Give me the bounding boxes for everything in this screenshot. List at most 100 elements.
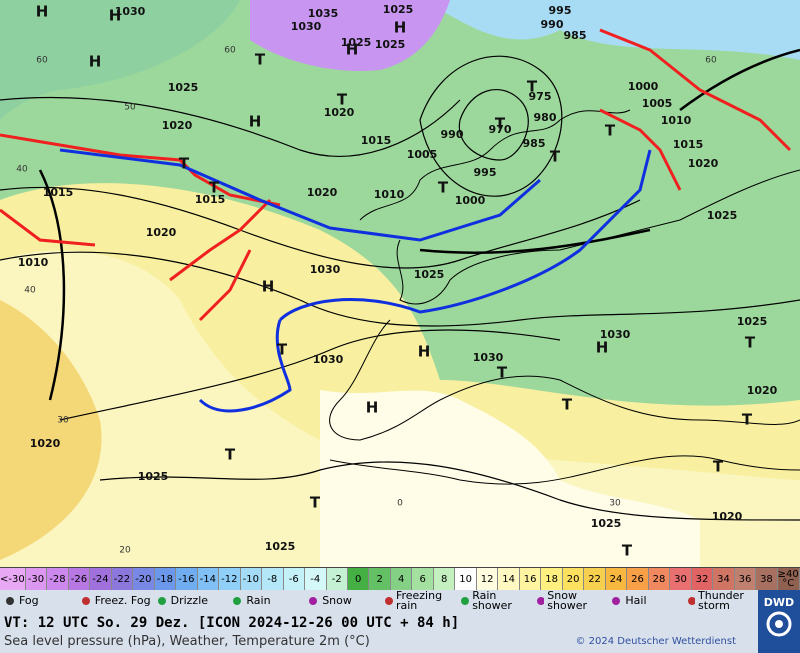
pressure-center: H bbox=[596, 339, 609, 357]
pressure-label: 1005 bbox=[407, 148, 438, 161]
legend-item: Freezing rain bbox=[379, 590, 455, 612]
pressure-label: 985 bbox=[564, 29, 587, 42]
scale-cell: -24 bbox=[90, 568, 112, 590]
pressure-center: T bbox=[497, 364, 508, 382]
icon-shape bbox=[536, 597, 545, 605]
pressure-label: 1030 bbox=[313, 353, 344, 366]
grid-label: 40 bbox=[24, 286, 36, 296]
icon-shape bbox=[6, 597, 14, 605]
grid-label: 60 bbox=[36, 56, 48, 66]
description: Sea level pressure (hPa), Weather, Tempe… bbox=[4, 634, 370, 649]
pressure-label: 970 bbox=[489, 123, 512, 136]
pressure-label: 1015 bbox=[361, 134, 392, 147]
legend-icon bbox=[688, 597, 696, 605]
scale-cell: 6 bbox=[412, 568, 434, 590]
icon-shape bbox=[460, 597, 469, 605]
pressure-label: 1020 bbox=[688, 157, 719, 170]
pressure-label: 1020 bbox=[307, 186, 338, 199]
pressure-label: 1025 bbox=[414, 268, 445, 281]
pressure-label: 995 bbox=[549, 4, 572, 17]
legend-label: Thunder storm bbox=[698, 589, 744, 612]
scale-cell: -22 bbox=[111, 568, 134, 590]
pressure-label: 1020 bbox=[712, 510, 743, 523]
grid-label: 50 bbox=[124, 103, 136, 113]
pressure-label: 1025 bbox=[265, 540, 296, 553]
icon-shape bbox=[233, 597, 242, 605]
cold-front bbox=[198, 319, 292, 413]
scale-cell: 12 bbox=[476, 568, 499, 590]
pressure-label: 1025 bbox=[375, 38, 406, 51]
cold-zone bbox=[0, 0, 240, 120]
pressure-label: 1030 bbox=[115, 5, 146, 18]
pressure-label: 1010 bbox=[661, 114, 692, 127]
pressure-center: T bbox=[337, 91, 348, 109]
pressure-center: H bbox=[249, 113, 262, 131]
pressure-label: 1035 bbox=[308, 7, 339, 20]
legend-label: Hail bbox=[625, 594, 647, 607]
pressure-center: H bbox=[418, 343, 431, 361]
scale-cell: -26 bbox=[68, 568, 91, 590]
pressure-center: T bbox=[742, 411, 753, 429]
grid-label: 60 bbox=[705, 56, 717, 66]
pressure-center: T bbox=[713, 458, 724, 476]
desert-zone bbox=[320, 390, 700, 567]
pressure-label: 1025 bbox=[591, 517, 622, 530]
logo-text: DWD bbox=[763, 596, 795, 609]
temperature-scale: <-30 -30 -28 -26 -24 -22 -20 -18 -16 -14 -12 -10 -8-… bbox=[0, 567, 800, 591]
legend-label: Snow bbox=[322, 594, 352, 607]
pressure-label: 1010 bbox=[18, 256, 49, 269]
scale-cell: -30 bbox=[25, 568, 48, 590]
legend-icon bbox=[536, 597, 545, 605]
scale-cell: 16 bbox=[519, 568, 542, 590]
scale-cell: 0 bbox=[347, 568, 370, 590]
weather-legend: Fog Freez. Fog Drizzle Rain Snow Freezing rai… bbox=[0, 590, 758, 613]
pressure-label: 1005 bbox=[642, 97, 673, 110]
pressure-label: 1015 bbox=[195, 193, 226, 206]
grid-label: 30 bbox=[57, 416, 69, 426]
grid-label: 0 bbox=[397, 499, 403, 509]
scale-cell: 22 bbox=[584, 568, 606, 590]
scale-cell: -14 bbox=[197, 568, 220, 590]
footer: VT: 12 UTC So. 29 Dez. [ICON 2024-12-26 … bbox=[0, 612, 758, 653]
pressure-center: T bbox=[209, 179, 220, 197]
copyright: © 2024 Deutscher Wetterdienst bbox=[575, 636, 736, 647]
legend-label: Freezing rain bbox=[395, 589, 443, 612]
legend-item: Freez. Fog bbox=[76, 590, 152, 612]
pressure-label: 1020 bbox=[324, 106, 355, 119]
legend-icon bbox=[460, 597, 469, 605]
pressure-label: 985 bbox=[523, 137, 546, 150]
logo-icon bbox=[766, 611, 792, 637]
pressure-label: 995 bbox=[474, 166, 497, 179]
coastlines bbox=[329, 109, 800, 485]
legend-icon bbox=[612, 597, 621, 605]
legend-icon bbox=[6, 597, 14, 605]
pressure-label: 1020 bbox=[30, 437, 61, 450]
pressure-center: T bbox=[562, 396, 573, 414]
cold-front bbox=[278, 149, 652, 322]
legend-item: Hail bbox=[606, 590, 682, 612]
legend-label: Rain bbox=[246, 594, 271, 607]
grid-label: 40 bbox=[16, 165, 28, 175]
pressure-label: 1025 bbox=[383, 3, 414, 16]
scale-cell: -28 bbox=[47, 568, 69, 590]
legend-icon bbox=[233, 597, 242, 605]
legend-item: Fog bbox=[0, 590, 76, 612]
pressure-label: 1020 bbox=[162, 119, 193, 132]
pressure-center: T bbox=[438, 179, 449, 197]
legend-item: Rain bbox=[227, 590, 303, 612]
pressure-center: T bbox=[310, 494, 321, 512]
warm-front bbox=[198, 249, 252, 322]
legend-icon bbox=[309, 597, 318, 605]
scale-cell: -4 bbox=[305, 568, 327, 590]
legend-label: Rain shower bbox=[472, 589, 512, 612]
scale-cell: 24 bbox=[605, 568, 628, 590]
pressure-center: T bbox=[550, 148, 561, 166]
warm-front bbox=[0, 208, 96, 247]
grid-label: 20 bbox=[119, 546, 131, 556]
pressure-label: 1030 bbox=[291, 20, 322, 33]
pressure-label: 1030 bbox=[600, 328, 631, 341]
scale-cell: 34 bbox=[713, 568, 735, 590]
scale-cell: 18 bbox=[541, 568, 563, 590]
pressure-center: T bbox=[277, 341, 288, 359]
